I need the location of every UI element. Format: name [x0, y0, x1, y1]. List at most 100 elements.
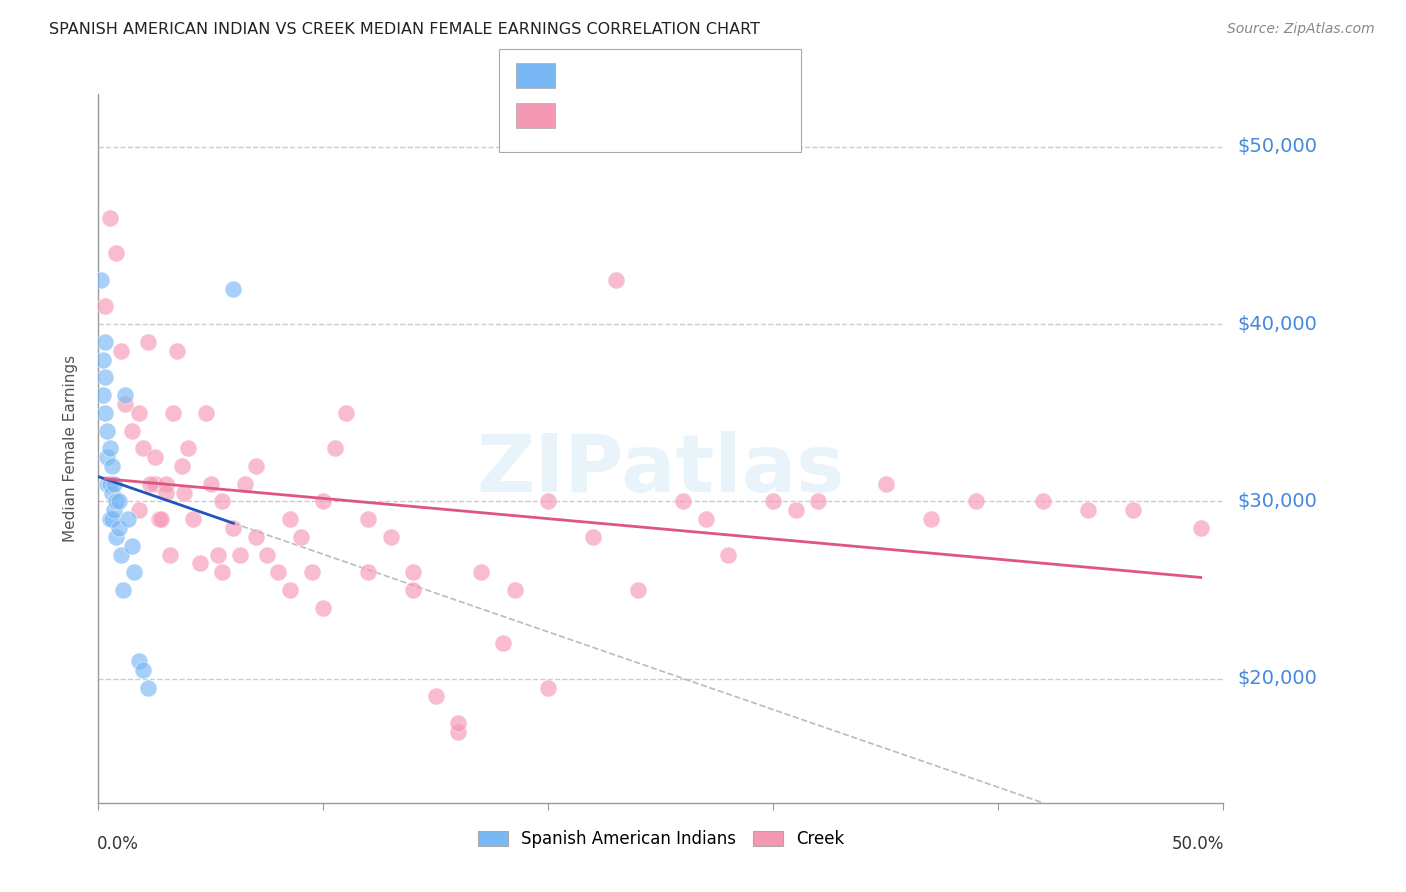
- Point: [110, 548, 132, 562]
- Text: N =: N =: [665, 107, 704, 125]
- Point: [762, 494, 785, 508]
- Point: [222, 521, 245, 535]
- Point: [447, 716, 470, 731]
- Point: [188, 557, 211, 571]
- Point: [107, 521, 129, 535]
- Point: [128, 503, 150, 517]
- Point: [278, 512, 301, 526]
- Point: [96, 450, 118, 464]
- Point: [101, 485, 124, 500]
- Point: [94, 370, 117, 384]
- Point: [785, 503, 807, 517]
- Point: [402, 566, 425, 580]
- Point: [94, 334, 117, 349]
- Point: [96, 424, 118, 438]
- Point: [143, 450, 166, 464]
- Text: R =: R =: [569, 107, 607, 125]
- Point: [114, 388, 136, 402]
- Point: [290, 530, 312, 544]
- Point: [582, 530, 605, 544]
- Point: [1077, 503, 1099, 517]
- Point: [875, 476, 897, 491]
- Point: [1122, 503, 1144, 517]
- Text: $40,000: $40,000: [1237, 315, 1317, 334]
- Point: [470, 566, 492, 580]
- Point: [807, 494, 830, 508]
- Point: [380, 530, 402, 544]
- Legend: Spanish American Indians, Creek: Spanish American Indians, Creek: [471, 823, 851, 855]
- Point: [132, 441, 155, 455]
- Text: $50,000: $50,000: [1237, 137, 1317, 156]
- Point: [222, 282, 245, 296]
- Point: [312, 494, 335, 508]
- Point: [114, 397, 136, 411]
- Point: [162, 406, 184, 420]
- Point: [132, 663, 155, 677]
- Point: [112, 583, 135, 598]
- Point: [537, 681, 560, 695]
- Point: [91, 388, 114, 402]
- Point: [148, 512, 170, 526]
- Point: [150, 512, 173, 526]
- Text: R =: R =: [569, 67, 607, 85]
- Point: [103, 476, 125, 491]
- Point: [98, 476, 121, 491]
- Point: [94, 406, 117, 420]
- Point: [503, 583, 526, 598]
- Point: [121, 539, 143, 553]
- Point: [103, 503, 125, 517]
- Text: SPANISH AMERICAN INDIAN VS CREEK MEDIAN FEMALE EARNINGS CORRELATION CHART: SPANISH AMERICAN INDIAN VS CREEK MEDIAN …: [49, 22, 761, 37]
- Point: [278, 583, 301, 598]
- Point: [229, 548, 252, 562]
- Point: [195, 406, 218, 420]
- Point: [207, 548, 229, 562]
- Point: [94, 299, 117, 313]
- Point: [98, 211, 121, 225]
- Point: [107, 494, 129, 508]
- Point: [256, 548, 278, 562]
- Point: [98, 441, 121, 455]
- Point: [233, 476, 256, 491]
- Point: [170, 458, 193, 473]
- Point: [121, 424, 143, 438]
- Point: [105, 246, 128, 260]
- Point: [920, 512, 942, 526]
- Text: 50.0%: 50.0%: [1173, 835, 1225, 853]
- Point: [301, 566, 323, 580]
- Text: 74: 74: [700, 107, 724, 125]
- Point: [672, 494, 695, 508]
- Text: ZIPatlas: ZIPatlas: [477, 431, 845, 508]
- Point: [177, 441, 200, 455]
- Point: [211, 566, 233, 580]
- Point: [402, 583, 425, 598]
- Point: [695, 512, 717, 526]
- Point: [965, 494, 987, 508]
- Point: [627, 583, 650, 598]
- Point: [492, 636, 515, 650]
- Text: $30,000: $30,000: [1237, 491, 1317, 511]
- Point: [245, 530, 267, 544]
- Point: [101, 458, 124, 473]
- Point: [91, 352, 114, 367]
- Point: [136, 681, 159, 695]
- Point: [245, 458, 267, 473]
- Point: [357, 566, 380, 580]
- Text: Source: ZipAtlas.com: Source: ZipAtlas.com: [1227, 22, 1375, 37]
- Point: [136, 334, 159, 349]
- Point: [537, 494, 560, 508]
- Point: [267, 566, 290, 580]
- Point: [90, 273, 112, 287]
- Point: [139, 476, 162, 491]
- Point: [105, 494, 128, 508]
- Point: [1032, 494, 1054, 508]
- Point: [143, 476, 166, 491]
- Point: [425, 690, 447, 704]
- Point: [124, 566, 146, 580]
- Point: [717, 548, 740, 562]
- Point: [110, 343, 132, 358]
- Text: 0.0%: 0.0%: [97, 835, 139, 853]
- Point: [166, 343, 188, 358]
- Point: [335, 406, 357, 420]
- Point: [155, 485, 177, 500]
- Point: [98, 512, 121, 526]
